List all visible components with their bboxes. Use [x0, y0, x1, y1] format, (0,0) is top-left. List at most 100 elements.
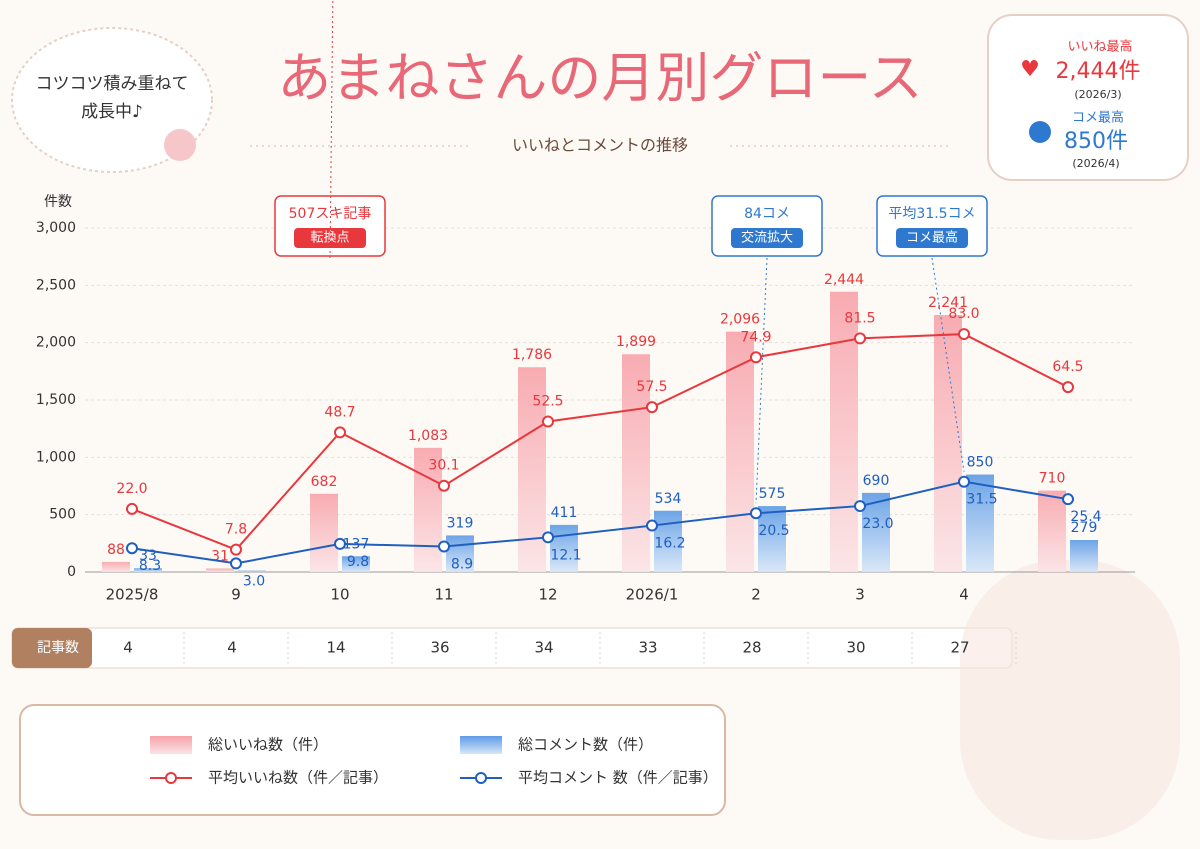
tagline-line: コツコツ積み重ねて [36, 74, 189, 94]
x-tick-label: 2025/8 [106, 586, 159, 604]
article-count: 30 [846, 639, 865, 657]
y-tick-label: 3,000 [36, 220, 76, 236]
annotation-text: 84コメ [744, 206, 790, 222]
article-count: 28 [742, 639, 761, 657]
bar-value-label: 1,083 [408, 428, 448, 444]
rose-decoration [164, 129, 196, 161]
bar [342, 556, 370, 572]
annotation-tag-bg [294, 228, 366, 248]
line-value-label: 52.5 [532, 394, 563, 410]
comment-icon [1029, 121, 1051, 143]
highlight-label: いいね最高 [1067, 39, 1132, 55]
line-point [126, 542, 138, 555]
line-value-label: 22.0 [116, 481, 147, 497]
line-point [542, 531, 554, 544]
x-tick-label: 11 [434, 586, 453, 604]
line-point [854, 500, 866, 513]
y-tick-label: 500 [49, 507, 76, 523]
bar-value-label: 2,096 [720, 312, 760, 328]
legend-label: 総いいね数（件） [208, 736, 328, 754]
bar [654, 510, 682, 572]
y-tick-label: 2,000 [36, 335, 76, 351]
annotation-text: 507スキ記事 [289, 206, 372, 222]
highlight-label: コメ最高 [1072, 110, 1124, 126]
line-value-label: 57.5 [636, 379, 667, 395]
bar [310, 493, 338, 572]
bar [622, 354, 650, 572]
bar [758, 506, 786, 572]
article-row-label: 記事数 [37, 640, 79, 656]
line-value-label: 30.1 [428, 458, 459, 474]
tagline-badge [11, 27, 213, 173]
x-tick-label: 9 [231, 586, 241, 604]
line-value-label: 23.0 [862, 516, 893, 532]
annotation-arrow [931, 257, 965, 472]
bar [446, 535, 474, 572]
heart-icon: ♥ [1020, 57, 1040, 82]
line-value-label: 20.5 [758, 523, 789, 539]
bar [934, 315, 962, 572]
bar-value-label: 88 [107, 542, 125, 558]
annotation-tag: コメ最高 [906, 230, 958, 246]
bar [134, 568, 162, 572]
legend-marker [475, 772, 487, 784]
bar-value-label: 33 [139, 548, 157, 564]
legend-box [19, 704, 726, 816]
annotation-text: 平均31.5コメ [888, 206, 975, 222]
line-point [230, 557, 242, 570]
y-tick-label: 1,500 [36, 392, 76, 408]
bar [726, 331, 754, 572]
chart-title: あまねさんの月別グロース [277, 47, 922, 110]
legend-marker [165, 772, 177, 784]
y-tick-label: 1,000 [36, 449, 76, 465]
legend-swatch [460, 736, 502, 754]
line-point [334, 426, 346, 439]
x-tick-label: 2 [751, 586, 761, 604]
legend-label: 総コメント数（件） [518, 736, 653, 754]
line-point [438, 540, 450, 553]
article-row-header [12, 628, 92, 668]
article-count: 27 [950, 639, 969, 657]
chart-subtitle: いいねとコメントの推移 [512, 136, 688, 155]
bar-value-label: 1,899 [616, 334, 656, 350]
line-point [230, 543, 242, 556]
bar-value-label: 682 [311, 474, 338, 490]
annotation-arrow [755, 257, 768, 504]
line-value-label: 25.4 [1070, 509, 1101, 525]
highlight-value: 850件 [1064, 129, 1128, 154]
x-tick-label: 10 [330, 586, 349, 604]
line-point [958, 475, 970, 488]
line-point [750, 507, 762, 520]
line-value-label: 3.0 [243, 573, 265, 589]
bar [550, 524, 578, 572]
article-count: 4 [227, 639, 237, 657]
bar-value-label: 411 [551, 505, 578, 521]
legend-label: 平均コメント 数（件／記事） [518, 769, 718, 787]
line-point [334, 537, 346, 550]
y-tick-label: 0 [67, 564, 76, 580]
line-value-label: 74.9 [740, 329, 771, 345]
bar-value-label: 575 [759, 486, 786, 502]
bar-value-label: 319 [447, 515, 474, 531]
article-count: 33 [638, 639, 657, 657]
bar [414, 447, 442, 572]
article-count: 36 [430, 639, 449, 657]
line-point [958, 328, 970, 341]
line-point [1062, 381, 1074, 394]
line-point [750, 351, 762, 364]
legend-label: 平均いいね数（件／記事） [208, 769, 388, 787]
bar-value-label: 279 [1071, 520, 1098, 536]
y-axis-label: 件数 [44, 194, 72, 210]
annotation-tag: 交流拡大 [741, 231, 793, 246]
line-point [542, 415, 554, 428]
line-point [1062, 493, 1074, 506]
x-tick-label: 4 [959, 586, 969, 604]
article-count: 14 [326, 639, 345, 657]
line [131, 480, 1069, 565]
line-value-label: 16.2 [654, 536, 685, 552]
bar [1070, 540, 1098, 572]
tagline-line: 成長中♪ [81, 102, 143, 122]
x-tick-label: 2026/1 [626, 586, 679, 604]
line-value-label: 31.5 [966, 492, 997, 508]
x-tick-label: 12 [538, 586, 557, 604]
